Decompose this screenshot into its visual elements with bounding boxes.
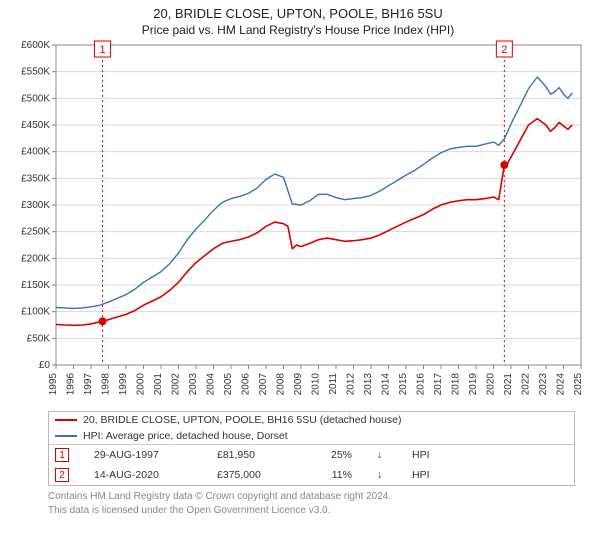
svg-text:£600K: £600K: [21, 40, 50, 51]
svg-text:2010: 2010: [311, 373, 322, 396]
svg-text:2013: 2013: [363, 373, 374, 396]
svg-text:£250K: £250K: [21, 227, 50, 238]
svg-text:2007: 2007: [258, 373, 269, 396]
transaction-row: 1 29-AUG-1997 £81,950 25% ↓ HPI: [49, 445, 574, 465]
chart-title-line1: 20, BRIDLE CLOSE, UPTON, POOLE, BH16 5SU: [6, 6, 590, 21]
transaction-price: £81,950: [217, 449, 287, 461]
transaction-pct: 11%: [312, 469, 352, 481]
legend-row-series2: HPI: Average price, detached house, Dors…: [49, 428, 574, 444]
licence-text: Contains HM Land Registry data © Crown c…: [48, 490, 590, 517]
svg-text:1998: 1998: [101, 373, 112, 396]
svg-text:2000: 2000: [136, 373, 147, 396]
down-arrow-icon: ↓: [377, 469, 387, 481]
svg-text:2003: 2003: [188, 373, 199, 396]
svg-text:2004: 2004: [206, 373, 217, 396]
svg-text:2020: 2020: [486, 373, 497, 396]
transaction-pct: 25%: [312, 449, 352, 461]
svg-text:£150K: £150K: [21, 280, 50, 291]
svg-text:2008: 2008: [276, 373, 287, 396]
legend-and-transactions-box: 20, BRIDLE CLOSE, UPTON, POOLE, BH16 5SU…: [48, 411, 575, 486]
transaction-hpi-label: HPI: [412, 469, 442, 481]
legend-swatch-series2: [55, 435, 77, 437]
svg-text:£50K: £50K: [27, 333, 51, 344]
svg-text:£550K: £550K: [21, 67, 50, 78]
svg-text:£0: £0: [39, 360, 51, 371]
svg-text:2006: 2006: [241, 373, 252, 396]
legend-label-series1: 20, BRIDLE CLOSE, UPTON, POOLE, BH16 5SU…: [83, 414, 401, 426]
svg-text:1: 1: [99, 44, 105, 56]
transaction-price: £375,000: [217, 469, 287, 481]
chart-svg: £0 £50K £100K £150K £200K £250K £300K £350K £400…: [6, 37, 600, 407]
svg-text:2017: 2017: [433, 373, 444, 396]
svg-text:2015: 2015: [398, 373, 409, 396]
svg-text:1997: 1997: [83, 373, 94, 396]
svg-text:2001: 2001: [153, 373, 164, 396]
transaction-hpi-label: HPI: [412, 449, 442, 461]
down-arrow-icon: ↓: [377, 449, 387, 461]
svg-text:2024: 2024: [556, 373, 567, 396]
transaction-date: 29-AUG-1997: [94, 449, 192, 461]
svg-text:£450K: £450K: [21, 120, 50, 131]
svg-text:2009: 2009: [293, 373, 304, 396]
svg-text:2025: 2025: [573, 373, 584, 396]
svg-text:2: 2: [501, 44, 507, 56]
svg-text:2012: 2012: [346, 373, 357, 396]
svg-text:2021: 2021: [503, 373, 514, 396]
svg-text:2011: 2011: [328, 373, 339, 395]
legend-label-series2: HPI: Average price, detached house, Dors…: [83, 430, 288, 442]
transaction-date: 14-AUG-2020: [94, 469, 192, 481]
svg-text:£400K: £400K: [21, 147, 50, 158]
svg-text:2023: 2023: [538, 373, 549, 396]
transaction-marker-icon: 2: [55, 468, 69, 482]
svg-text:2014: 2014: [381, 373, 392, 396]
svg-text:£350K: £350K: [21, 173, 50, 184]
legend-row-series1: 20, BRIDLE CLOSE, UPTON, POOLE, BH16 5SU…: [49, 412, 574, 428]
transaction-marker-icon: 1: [55, 448, 69, 462]
svg-text:1996: 1996: [66, 373, 77, 396]
svg-text:2002: 2002: [171, 373, 182, 396]
chart-title-line2: Price paid vs. HM Land Registry's House …: [6, 23, 590, 37]
svg-text:£200K: £200K: [21, 253, 50, 264]
svg-text:2019: 2019: [468, 373, 479, 396]
svg-text:2016: 2016: [416, 373, 427, 396]
licence-line1: Contains HM Land Registry data © Crown c…: [48, 490, 590, 504]
svg-text:2005: 2005: [223, 373, 234, 396]
transaction-row: 2 14-AUG-2020 £375,000 11% ↓ HPI: [49, 465, 574, 485]
chart-area: £0 £50K £100K £150K £200K £250K £300K £350K £400…: [6, 37, 590, 407]
svg-text:1995: 1995: [48, 373, 59, 396]
svg-text:2018: 2018: [451, 373, 462, 396]
svg-text:2022: 2022: [521, 373, 532, 396]
legend-swatch-series1: [55, 419, 77, 421]
svg-text:1999: 1999: [118, 373, 129, 396]
licence-line2: This data is licensed under the Open Gov…: [48, 504, 590, 518]
svg-text:£500K: £500K: [21, 93, 50, 104]
svg-text:£100K: £100K: [21, 307, 50, 318]
svg-text:£300K: £300K: [21, 200, 50, 211]
